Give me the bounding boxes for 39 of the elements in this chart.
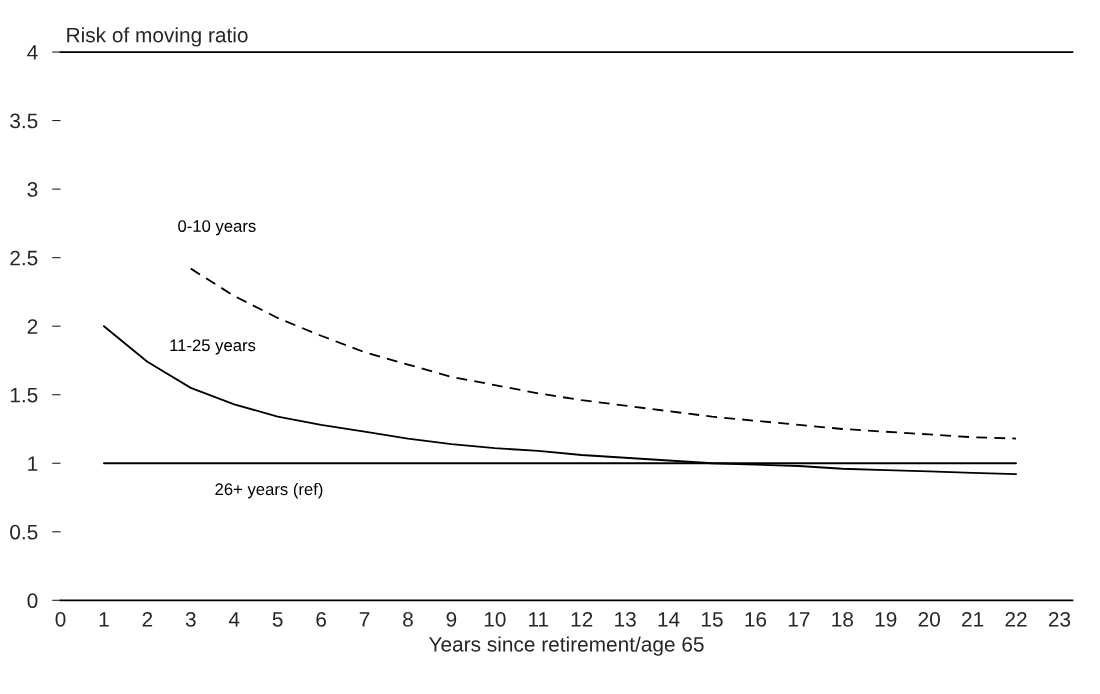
x-tick-label: 22	[1005, 611, 1027, 627]
x-tick-label: 2	[142, 611, 153, 627]
y-tick-label: 3.5	[10, 113, 38, 129]
x-tick-label: 13	[615, 611, 636, 627]
x-tick-label: 15	[702, 612, 723, 627]
x-tick-label: 18	[832, 611, 853, 627]
y-tick-label: 0	[27, 593, 38, 609]
x-tick-label: 0	[55, 611, 66, 627]
x-tick-label: 1	[99, 612, 109, 627]
x-tick-label: 21	[962, 611, 984, 627]
x-tick-label: 4	[228, 612, 240, 627]
x-tick-label: 20	[918, 611, 940, 627]
x-tick-label: 16	[745, 611, 767, 627]
y-tick-label: 2	[27, 319, 38, 334]
y-axis-title: Risk of moving ratio	[67, 27, 248, 47]
line-series	[103, 325, 1017, 476]
x-tick-label: 12	[571, 611, 593, 627]
x-tick-label: 17	[788, 612, 810, 627]
x-tick-label: 10	[484, 611, 506, 627]
y-tick-label: 0.5	[10, 524, 38, 540]
x-tick-label: 8	[403, 611, 413, 627]
y-tick-label: 1	[28, 456, 38, 471]
series-label: 11-25 years	[170, 339, 256, 355]
x-tick-label: 11	[529, 612, 549, 627]
x-tick-label: 19	[875, 611, 897, 627]
y-tick-label: 4	[27, 45, 38, 60]
y-tick-label: 2.5	[10, 250, 38, 266]
x-tick-label: 5	[272, 612, 283, 627]
x-tick-label: 14	[658, 612, 680, 627]
x-tick-label: 23	[1048, 611, 1071, 627]
x-tick-label: 3	[185, 611, 196, 627]
text: 0-10 years	[178, 220, 256, 236]
x-tick-label: 6	[316, 611, 326, 627]
x-tick-label: 7	[359, 612, 370, 627]
y-tick-label: 1.5	[10, 387, 38, 403]
x-axis-title: Years since retirement/age 65	[428, 636, 704, 656]
series-label: 26+ years (ref)	[215, 482, 323, 499]
y-tick-label: 3	[27, 182, 38, 197]
x-tick-label: 9	[446, 611, 457, 627]
